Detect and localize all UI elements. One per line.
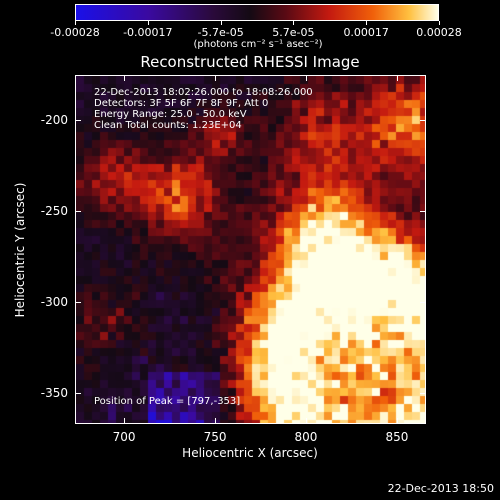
colorbar-tick-label: -0.00017 (123, 26, 173, 39)
colorbar-tick-label: -0.00028 (50, 26, 100, 39)
colorbar-tick (220, 21, 222, 25)
image-title: Reconstructed RHESSI Image (140, 53, 360, 71)
peak-position-text: Position of Peak = [797,-353] (94, 396, 241, 407)
x-tick (215, 75, 217, 81)
x-tick-label: 850 (385, 430, 409, 444)
y-tick (75, 393, 81, 395)
x-tick (215, 418, 217, 424)
y-tick (420, 120, 426, 122)
colorbar-tick (147, 21, 149, 25)
x-tick-label: 750 (203, 430, 227, 444)
x-tick (124, 75, 126, 81)
x-tick (305, 75, 307, 81)
y-tick (420, 393, 426, 395)
colorbar-tick (439, 21, 440, 25)
colorbar (75, 4, 439, 21)
colorbar-tick (75, 21, 76, 25)
x-tick (124, 418, 126, 424)
colorbar-units: (photons cm⁻² s⁻¹ asec⁻²) (193, 39, 323, 50)
clean-counts-text: Clean Total counts: 1.23E+04 (94, 120, 242, 131)
x-tick-label: 800 (294, 430, 318, 444)
y-tick (75, 211, 81, 213)
colorbar-tick (366, 21, 368, 25)
image-plot: 22-Dec-2013 18:02:26.000 to 18:08:26.000… (75, 75, 426, 424)
y-axis-label: Heliocentric Y (arcsec) (13, 182, 27, 318)
colorbar-tick-label: -5.7e-05 (197, 26, 244, 39)
y-tick-label: -300 (40, 295, 68, 310)
y-tick-label: -200 (40, 113, 68, 128)
x-tick (396, 75, 398, 81)
y-tick-label: -350 (40, 386, 68, 401)
time-range-text: 22-Dec-2013 18:02:26.000 to 18:08:26.000 (94, 87, 313, 98)
y-tick (420, 211, 426, 213)
y-tick-label: -250 (40, 204, 68, 219)
detectors-text: Detectors: 3F 5F 6F 7F 8F 9F, Att 0 (94, 98, 269, 109)
colorbar-tick (293, 21, 295, 25)
x-tick-label: 700 (112, 430, 136, 444)
colorbar-tick-label: 0.00017 (343, 26, 389, 39)
x-tick (305, 418, 307, 424)
x-tick (396, 418, 398, 424)
intensity-map (76, 76, 425, 423)
colorbar-tick-label: 5.7e-05 (272, 26, 315, 39)
x-axis-label: Heliocentric X (arcsec) (182, 446, 318, 460)
footer-timestamp: 22-Dec-2013 18:50 (387, 482, 494, 495)
colorbar-tick-label: 0.00028 (416, 26, 462, 39)
y-tick (420, 302, 426, 304)
y-tick (75, 120, 81, 122)
energy-range-text: Energy Range: 25.0 - 50.0 keV (94, 109, 247, 120)
y-tick (75, 302, 81, 304)
